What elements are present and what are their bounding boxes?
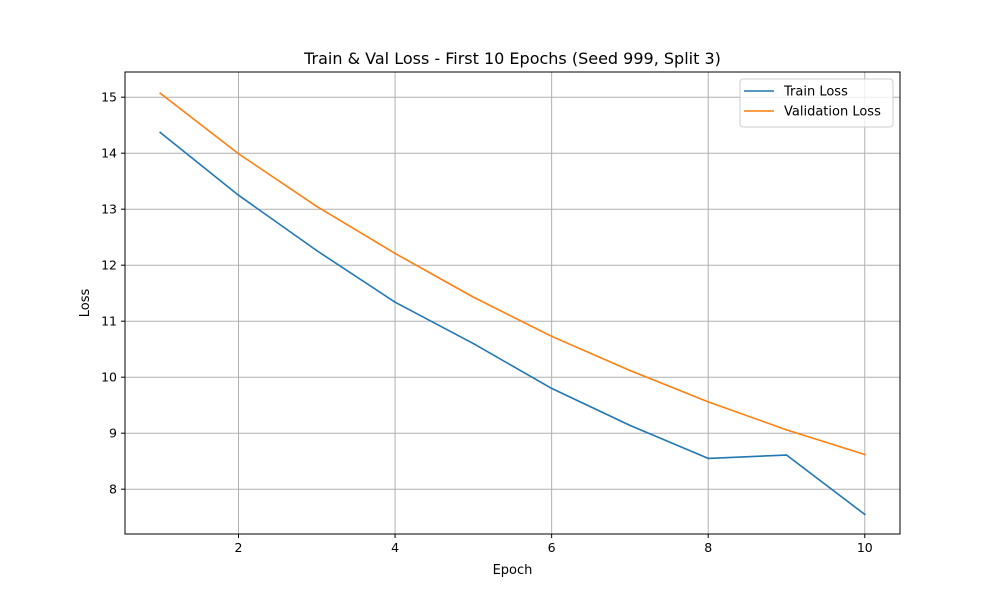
axis-ticks: 2 4 6 8 10 8 9 10 11 12 13 14 15 [101,90,873,555]
y-tick-label: 8 [109,482,117,497]
data-point-train-loss [629,424,631,427]
data-point-validation-loss [472,296,475,298]
data-point-train-loss [159,131,162,134]
legend-label: Validation Loss [784,105,881,120]
data-point-validation-loss [315,205,318,208]
data-point-validation-loss [785,429,788,431]
data-point-validation-loss [863,453,866,456]
x-tick-label: 8 [704,540,712,555]
data-point-train-loss [550,387,553,390]
data-point-validation-loss [629,369,631,372]
legend-items: Train Loss Validation Loss [744,85,881,120]
data-point-validation-loss [550,335,553,338]
plot-area-frame [124,71,901,535]
data-point-train-loss [863,513,866,516]
y-axis-label: Loss [78,289,93,318]
series-line-train-loss [159,131,866,516]
data-point-train-loss [472,342,475,345]
x-axis-label: Epoch [493,563,533,578]
grid-lines [125,72,900,534]
x-tick-label: 4 [391,540,399,555]
legend-box [739,78,894,128]
x-tick-label: 6 [548,540,556,555]
data-point-train-loss [785,454,788,456]
y-tick-label: 11 [101,314,117,329]
series-lines [159,92,866,516]
y-tick-label: 14 [101,146,117,161]
data-point-validation-loss [707,401,710,403]
legend-label: Train Loss [783,85,848,100]
legend: Train Loss Validation Loss [739,78,894,128]
y-tick-label: 9 [109,426,117,441]
y-tick-label: 12 [101,258,117,273]
data-point-train-loss [315,249,318,252]
series-line-validation-loss [159,92,866,456]
data-point-validation-loss [237,152,240,155]
x-tick-label: 10 [857,540,873,555]
data-point-validation-loss [159,92,162,95]
chart-title: Train & Val Loss - First 10 Epochs (Seed… [303,49,721,68]
data-point-train-loss [237,194,240,196]
y-tick-label: 13 [101,202,117,217]
x-tick-label: 2 [235,540,243,555]
y-tick-label: 15 [101,90,117,105]
data-point-train-loss [707,457,710,460]
data-point-validation-loss [394,252,396,255]
data-point-train-loss [394,301,396,303]
y-tick-label: 10 [101,370,117,385]
